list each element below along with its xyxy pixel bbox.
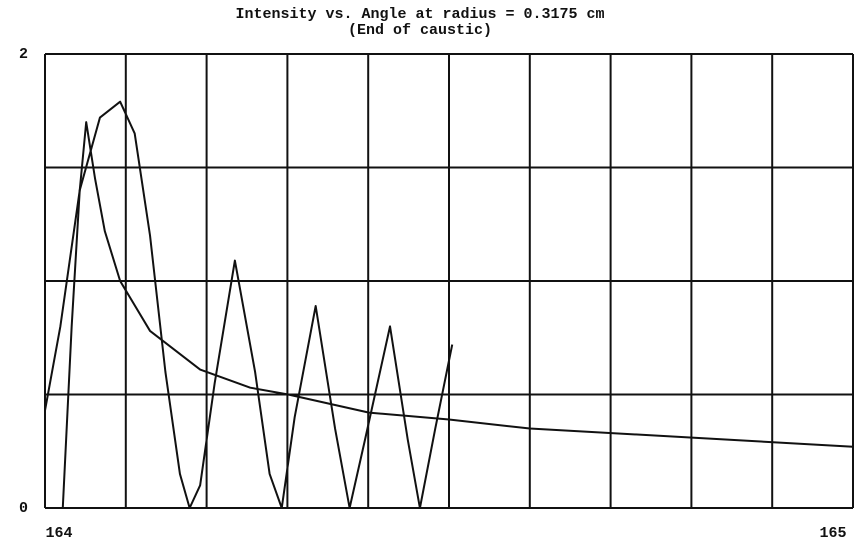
- line-series: [61, 121, 854, 509]
- x-tick-label: 165: [819, 525, 846, 542]
- chart-title: Intensity vs. Angle at radius = 0.3175 c…: [235, 6, 604, 23]
- y-tick-label: 2: [19, 46, 28, 63]
- line-series: [44, 100, 454, 509]
- chart-subtitle: (End of caustic): [348, 22, 492, 39]
- y-tick-label: 0: [19, 500, 28, 517]
- x-tick-label: 164: [45, 525, 72, 542]
